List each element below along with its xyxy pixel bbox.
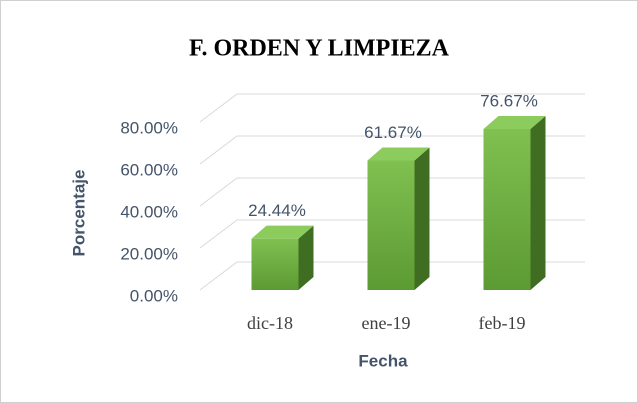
bar <box>251 238 299 290</box>
y-tick-label: 60.00% <box>120 160 178 179</box>
value-label: 76.67% <box>480 91 538 110</box>
bar-side <box>298 225 314 290</box>
grid-line <box>199 219 585 249</box>
x-tick-label: ene-19 <box>362 313 411 333</box>
y-axis-label: Porcentaje <box>69 170 88 257</box>
y-tick-label: 20.00% <box>120 244 178 263</box>
x-tick-label: feb-19 <box>479 313 526 333</box>
bar-top <box>251 225 314 239</box>
grid-line <box>199 261 585 291</box>
value-label: 61.67% <box>364 123 422 142</box>
bar-side <box>414 147 430 290</box>
grid-line <box>199 135 585 165</box>
bar-top <box>367 147 430 161</box>
bar-top <box>483 115 546 129</box>
y-tick-label: 0.00% <box>130 286 178 305</box>
grid-line <box>199 177 585 207</box>
value-label: 24.44% <box>248 201 306 220</box>
x-axis-label: Fecha <box>358 351 408 370</box>
bar-side <box>530 115 546 290</box>
x-tick-label: dic-18 <box>247 313 293 333</box>
bar <box>367 160 415 290</box>
grid-line <box>199 93 585 123</box>
bar <box>483 128 531 290</box>
y-tick-label: 80.00% <box>120 118 178 137</box>
y-tick-label: 40.00% <box>120 202 178 221</box>
chart-title: F. ORDEN Y LIMPIEZA <box>189 36 450 62</box>
